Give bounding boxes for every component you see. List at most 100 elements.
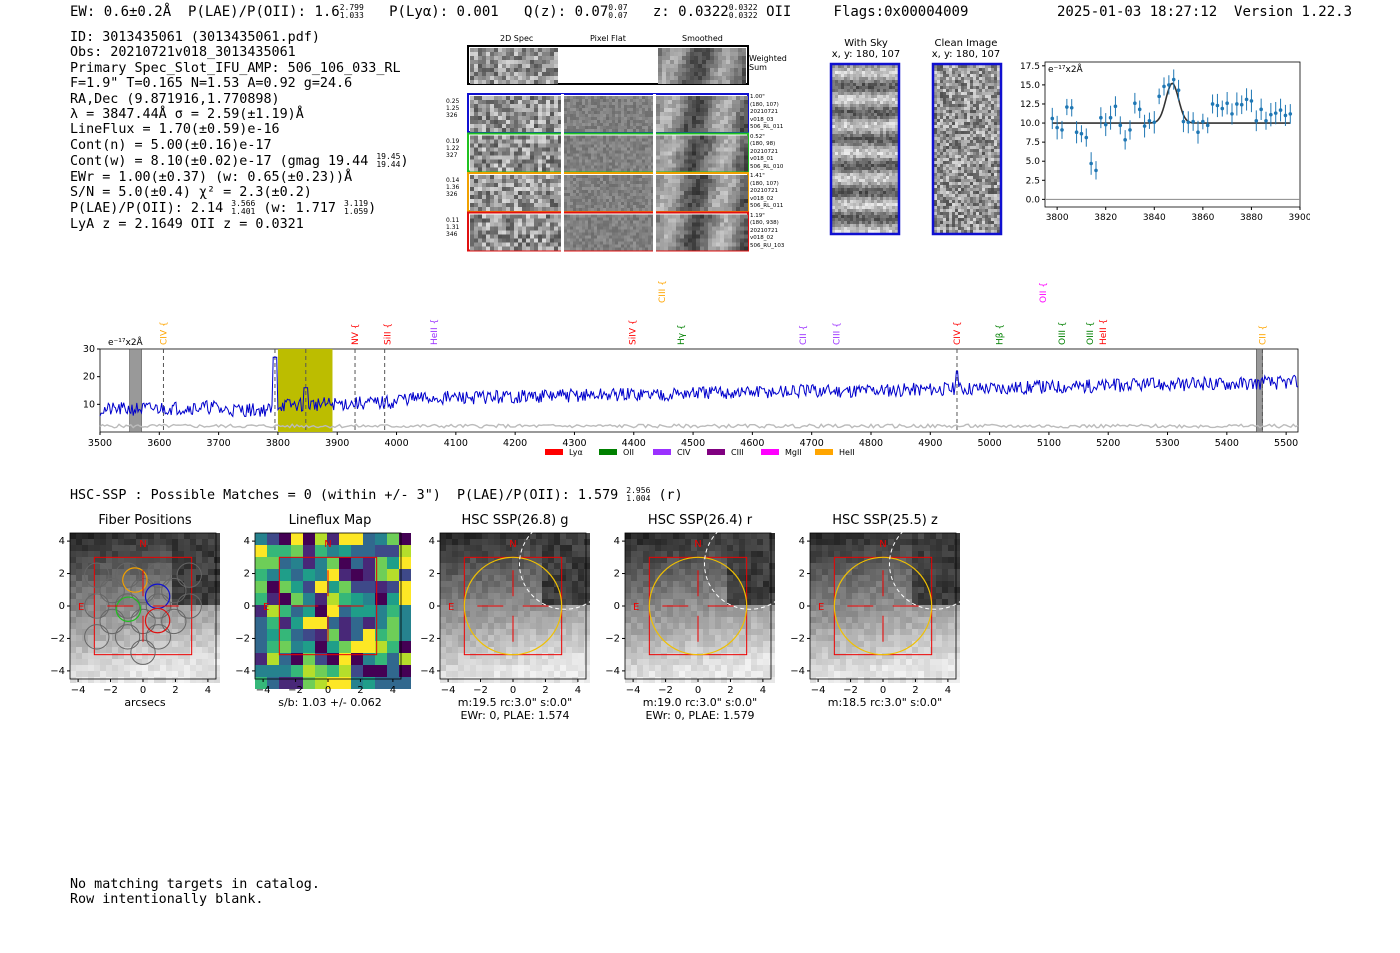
spectrum-line-label: HeII {: [430, 319, 440, 345]
lineflux-cell: [279, 581, 291, 593]
hsc-pixel: [458, 545, 464, 551]
hsc-pixel: [697, 581, 703, 587]
spectrum-xtick-label: 5000: [978, 438, 1002, 449]
hsc-pixel: [930, 605, 936, 611]
hsc-pixel: [769, 581, 775, 587]
hsc-pixel: [172, 623, 178, 629]
hsc-pixel: [440, 533, 446, 539]
lineflux-cell: [315, 641, 327, 653]
hsc-pixel: [112, 665, 118, 671]
hsc-pixel: [572, 647, 578, 653]
hsc-pixel: [476, 665, 482, 671]
hsc-pixel: [214, 545, 220, 551]
hsc-pixel: [518, 539, 524, 545]
lineflux-cell: [303, 593, 315, 605]
hsc-pixel: [554, 647, 560, 653]
hsc-pixel: [900, 677, 906, 683]
hsc-pixel: [584, 575, 590, 581]
hsc-pixel: [464, 605, 470, 611]
hsc-pixel: [649, 629, 655, 635]
hsc-pixel: [166, 539, 172, 545]
hsc-pixel: [733, 539, 739, 545]
hsc-pixel: [852, 605, 858, 611]
zoom-data-point: [1167, 83, 1171, 87]
hsc-pixel: [154, 575, 160, 581]
hsc-pixel: [178, 539, 184, 545]
hsc-pixel: [482, 623, 488, 629]
hsc-pixel: [572, 605, 578, 611]
hsc-pixel: [757, 539, 763, 545]
hsc-pixel: [733, 557, 739, 563]
lineflux-cell: [339, 641, 351, 653]
spectrum-line-label: Hγ {: [677, 324, 687, 345]
hsc-pixel: [452, 593, 458, 599]
hsc-pixel: [888, 533, 894, 539]
hsc-pixel: [703, 671, 709, 677]
hsc-pixel: [488, 533, 494, 539]
hsc-pixel: [876, 587, 882, 593]
hsc-pixel: [822, 599, 828, 605]
lineflux-cell: [375, 677, 387, 689]
hsc-pixel: [536, 569, 542, 575]
hsc-pixel: [637, 551, 643, 557]
hsc-pixel: [440, 539, 446, 545]
hsc-pixel: [667, 569, 673, 575]
hsc-pixel: [828, 593, 834, 599]
hsc-pixel: [94, 647, 100, 653]
hsc-pixel: [918, 659, 924, 665]
hsc-pixel: [172, 641, 178, 647]
lineflux-cell: [363, 629, 375, 641]
hsc-pixel: [572, 587, 578, 593]
hsc-pixel: [584, 641, 590, 647]
hsc-pixel: [655, 551, 661, 557]
hsc-pixel: [208, 611, 214, 617]
hsc-pixel: [124, 623, 130, 629]
zoom-data-point: [1210, 102, 1215, 106]
hsc-pixel: [834, 563, 840, 569]
cutout-row-meta-line: 20210721: [750, 188, 778, 195]
hsc-pixel: [673, 581, 679, 587]
lineflux-cell: [351, 569, 363, 581]
hsc-pixel: [745, 551, 751, 557]
zoom-data-point: [1123, 138, 1127, 142]
hsc-pixel: [572, 545, 578, 551]
hsc-pixel: [118, 671, 124, 677]
hsc-pixel: [715, 545, 721, 551]
hsc-pixel: [214, 677, 220, 683]
hsc-pixel: [667, 587, 673, 593]
hsc-pixel: [458, 671, 464, 677]
header-version: Version 1.22.3: [1234, 4, 1353, 20]
hsc-pixel: [828, 635, 834, 641]
hsc-pixel: [739, 635, 745, 641]
hsc-pixel: [482, 617, 488, 623]
hsc-pixel: [524, 569, 530, 575]
hsc-pixel: [208, 635, 214, 641]
lineflux-cell: [351, 641, 363, 653]
hsc-pixel: [733, 533, 739, 539]
hsc-pixel: [524, 665, 530, 671]
hsc-pixel: [70, 599, 76, 605]
hsc-pixel: [900, 611, 906, 617]
hsc-pixel: [458, 659, 464, 665]
hsc-pixel: [637, 599, 643, 605]
hsc-pixel: [912, 551, 918, 557]
hsc-pixel: [584, 581, 590, 587]
hsc-pixel: [202, 617, 208, 623]
lineflux-cell: [303, 677, 315, 689]
hsc-pixel: [685, 659, 691, 665]
lineflux-cell: [327, 677, 339, 689]
cutout-smoothed: [656, 175, 748, 211]
hsc-pixel: [202, 605, 208, 611]
hsc-pixel: [88, 563, 94, 569]
hsc-pixel: [82, 677, 88, 683]
hsc-pixel: [888, 599, 894, 605]
hsc-pixel: [709, 623, 715, 629]
hsc-pixel: [631, 659, 637, 665]
hsc-pixel: [548, 545, 554, 551]
hsc-pixel: [930, 665, 936, 671]
hsc-pixel: [184, 617, 190, 623]
zoom-unit-label: e⁻¹⁷x2Å: [1048, 63, 1084, 75]
hsc-pixel: [136, 641, 142, 647]
hsc-pixel: [560, 653, 566, 659]
spectrum-unit-label: e⁻¹⁷x2Å: [108, 336, 144, 348]
